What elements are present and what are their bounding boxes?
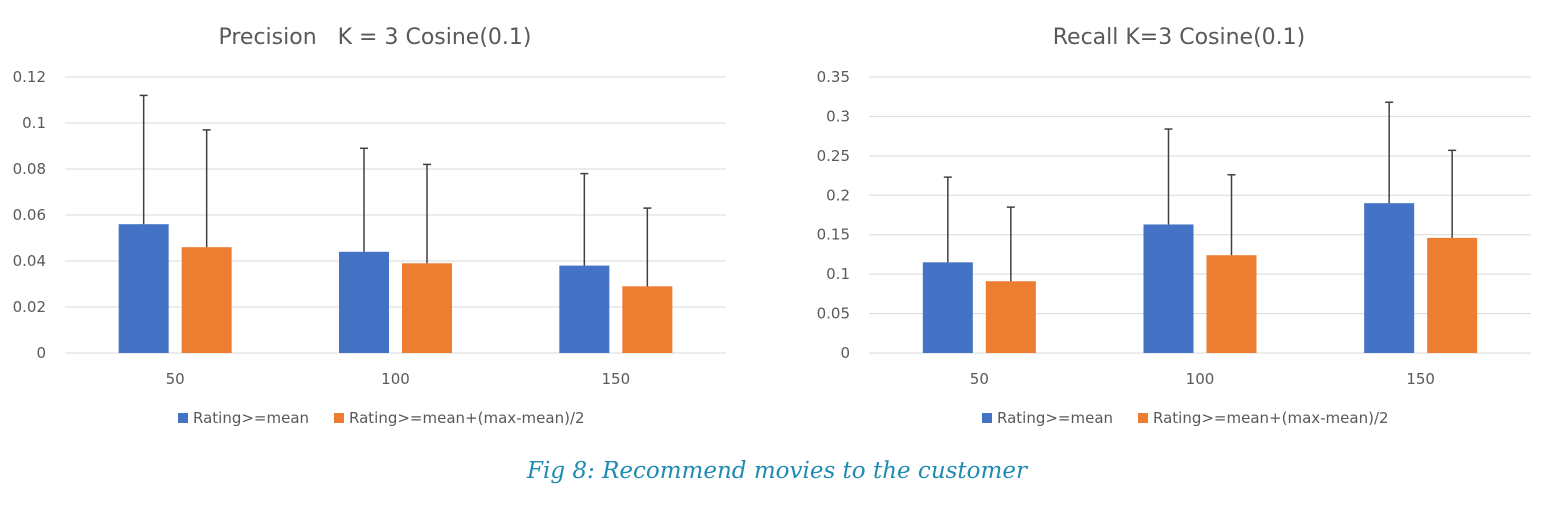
x-tick-label: 100 [1186, 370, 1215, 388]
y-tick-label: 0 [840, 344, 850, 362]
y-tick-label: 0.06 [13, 206, 46, 224]
legend-swatch [1138, 413, 1148, 423]
bar-rating-mean-half-100 [1206, 255, 1257, 353]
chart-title: Recall K=3 Cosine(0.1) [1053, 25, 1306, 50]
bar-rating-mean-half-100 [402, 263, 452, 353]
y-tick-label: 0.12 [13, 68, 46, 86]
y-tick-label: 0.2 [826, 186, 850, 204]
bar-rating-mean-150 [1364, 203, 1415, 353]
bar-rating-mean-150 [559, 265, 610, 353]
bar-rating-mean-half-150 [622, 286, 673, 353]
x-tick-label: 50 [970, 370, 989, 388]
y-tick-label: 0 [36, 344, 46, 362]
y-tick-label: 0.15 [817, 226, 850, 244]
bar-rating-mean-half-150 [1427, 237, 1478, 353]
x-tick-label: 150 [602, 370, 631, 388]
x-tick-label: 150 [1406, 370, 1435, 388]
legend-swatch [178, 413, 188, 423]
y-tick-label: 0.1 [22, 114, 46, 132]
bar-rating-mean-100 [339, 251, 389, 353]
bar-rating-mean-50 [922, 262, 973, 353]
legend-label: Rating>=mean+(max-mean)/2 [1153, 409, 1389, 427]
bar-rating-mean-half-50 [181, 247, 232, 353]
y-tick-label: 0.1 [826, 265, 850, 283]
chart-1: Precision K = 3 Cosine(0.1) 0 0.02 0.04 0.06… [13, 25, 726, 427]
legend-swatch [334, 413, 344, 423]
y-tick-label: 0.04 [13, 252, 46, 270]
legend-label: Rating>=mean [193, 409, 309, 427]
bar-rating-mean-half-50 [985, 281, 1036, 353]
legend-label: Rating>=mean [997, 409, 1113, 427]
x-tick-label: 50 [166, 370, 185, 388]
chart-2: Recall K=3 Cosine(0.1) 0 0.05 0.1 0.15 0.2 0.2… [817, 25, 1531, 427]
legend-swatch [982, 413, 992, 423]
chart-title: Precision K = 3 Cosine(0.1) [218, 25, 531, 50]
y-tick-label: 0.02 [13, 298, 46, 316]
y-tick-label: 0.3 [826, 107, 850, 125]
y-tick-label: 0.25 [817, 147, 850, 165]
legend-label: Rating>=mean+(max-mean)/2 [349, 409, 585, 427]
bar-rating-mean-50 [118, 224, 169, 353]
y-tick-label: 0.08 [13, 160, 46, 178]
bar-rating-mean-100 [1143, 224, 1194, 353]
y-tick-label: 0.05 [817, 305, 850, 323]
y-tick-label: 0.35 [817, 68, 850, 86]
x-tick-label: 100 [381, 370, 410, 388]
figure-caption: Fig 8: Recommend movies to the customer [527, 458, 1027, 484]
